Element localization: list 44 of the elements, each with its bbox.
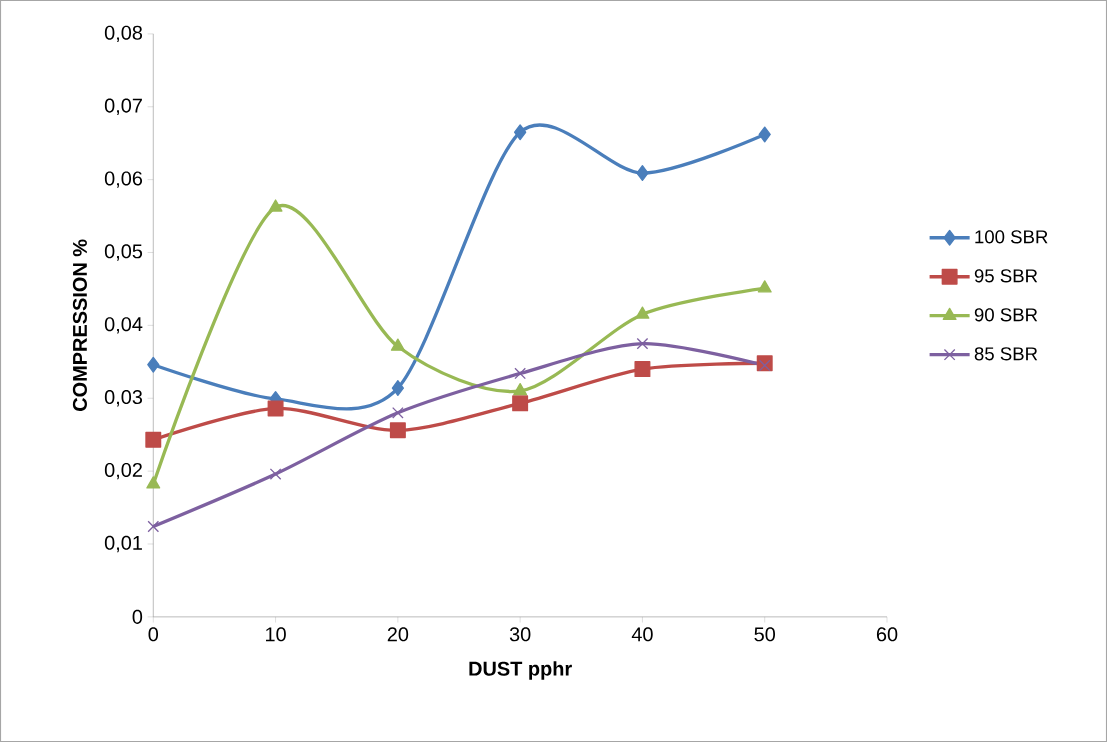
point — [147, 356, 160, 373]
legend-label: 100 SBR — [975, 230, 1048, 244]
y-tick-label: 0 — [132, 609, 143, 624]
point — [391, 380, 405, 396]
legend-label: 95 SBR — [974, 269, 1038, 283]
x-tick-label: 10 — [266, 627, 286, 642]
y-axis-title: COMPRESSION % — [72, 239, 87, 411]
x-axis-title: DUST pphr — [469, 661, 572, 680]
point — [634, 361, 651, 378]
y-tick-label: 0,03 — [104, 389, 143, 407]
point — [513, 124, 527, 141]
point — [757, 280, 772, 293]
point — [514, 367, 526, 380]
y-tick-label: 0,08 — [104, 25, 143, 43]
legend-label: 90 SBR — [974, 308, 1038, 322]
point — [267, 400, 284, 417]
point — [512, 395, 529, 412]
point — [636, 165, 649, 181]
point — [147, 520, 160, 533]
y-tick-label: 0,07 — [104, 98, 142, 115]
point — [268, 199, 283, 212]
y-tick-label: 0,01 — [104, 535, 142, 553]
x-tick-label: 50 — [754, 627, 776, 642]
x-tick-label: 30 — [509, 627, 531, 642]
point — [390, 338, 405, 351]
legend-label: 85 SBR — [974, 347, 1038, 361]
point — [513, 382, 528, 396]
y-tick-label: 0,04 — [104, 317, 143, 334]
point — [635, 306, 650, 319]
y-tick-label: 0,05 — [104, 244, 143, 261]
x-tick-label: 0 — [148, 627, 159, 642]
point — [146, 476, 161, 489]
point — [389, 422, 406, 439]
point — [636, 337, 649, 350]
x-tick-label: 60 — [876, 627, 898, 642]
point — [145, 431, 162, 448]
x-tick-label: 40 — [631, 627, 653, 642]
point — [269, 468, 282, 480]
point — [392, 406, 404, 419]
point — [758, 126, 771, 143]
x-tick-label: 20 — [387, 627, 409, 642]
point — [758, 359, 771, 372]
y-tick-label: 0,02 — [104, 462, 142, 480]
y-tick-label: 0,06 — [104, 171, 143, 188]
